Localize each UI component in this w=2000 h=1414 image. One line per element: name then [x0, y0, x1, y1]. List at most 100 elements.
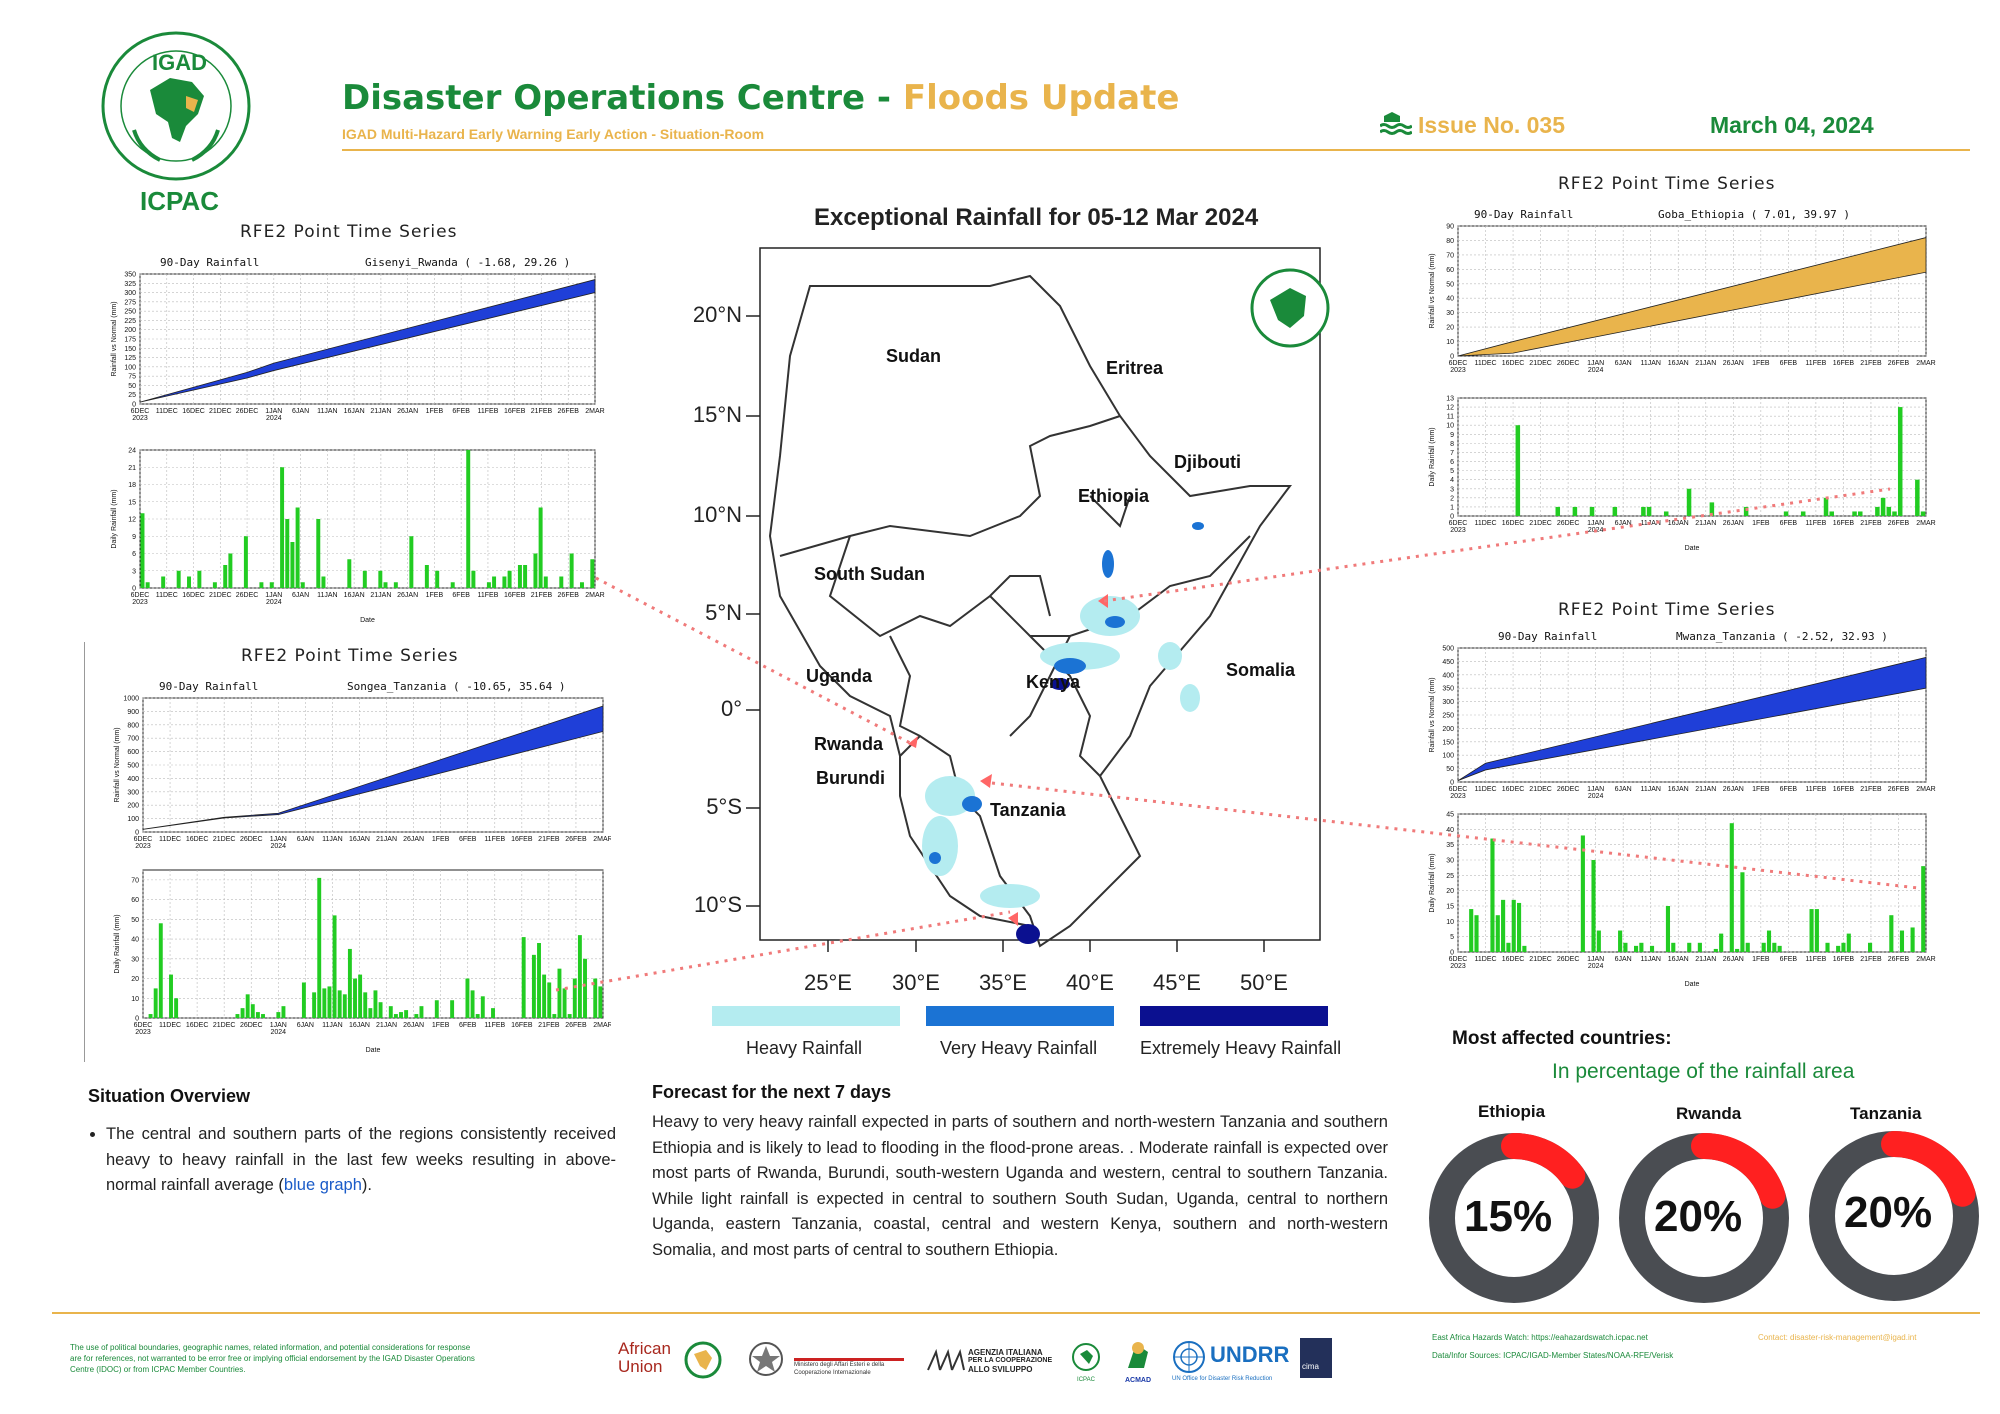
legend-veryheavy-swatch: [926, 1006, 1114, 1026]
x-tick-label: 11FEB: [477, 408, 498, 415]
daily-rain-bar: [1920, 511, 1926, 516]
flood-icon: [1379, 110, 1413, 141]
daily-rain-bar: [1490, 838, 1495, 952]
hazards-watch[interactable]: East Africa Hazards Watch: https://eahaz…: [1432, 1333, 1648, 1342]
y-tick-label: 90: [1446, 224, 1454, 231]
y-tick-label: 18: [128, 482, 136, 489]
y-tick-label: 1: [1450, 504, 1454, 511]
x-tick-label: 6FEB: [1780, 786, 1798, 793]
chart-sub-right: Gisenyi_Rwanda ( -1.68, 29.26 ): [365, 256, 571, 269]
x-tick-label: 11JAN: [1640, 786, 1661, 793]
map-lat-label: 5°N: [705, 600, 742, 625]
x-tick-label: 21DEC: [1529, 786, 1552, 793]
daily-rain-bar: [1522, 945, 1527, 952]
map-lat-label: 0°: [721, 696, 742, 721]
daily-rain-bar: [1823, 497, 1829, 516]
map-lon-label: 50°E: [1240, 970, 1288, 995]
country-label-tanzania: Tanzania: [1850, 1104, 1922, 1123]
daily-rain-bar: [569, 553, 574, 588]
year-label: 2024: [1588, 367, 1604, 374]
x-tick-label: 21DEC: [1529, 956, 1552, 963]
y-tick-label: 100: [124, 364, 136, 371]
chart-title: RFE2 Point Time Series: [1558, 600, 1776, 620]
daily-rain-bar: [409, 536, 414, 588]
data-sources: Data/Infor Sources: ICPAC/IGAD-Member St…: [1432, 1351, 1674, 1360]
contact-email[interactable]: Contact: disaster-risk-management@igad.i…: [1758, 1333, 1917, 1342]
x-tick-label: 6DEC: [1449, 956, 1468, 963]
y-tick-label: 200: [124, 327, 136, 334]
daily-rain-bar: [1858, 511, 1863, 516]
rainfall-vs-normal-area: [142, 705, 604, 830]
affected-subtitle: In percentage of the rainfall area: [1552, 1060, 1855, 1083]
chart-sub-left: 90-Day Rainfall: [159, 680, 259, 693]
x-tick-label: 26JAN: [397, 408, 418, 415]
daily-rain-bar: [538, 507, 543, 588]
daily-rain-bar: [1899, 930, 1905, 952]
y-tick-label: 450: [1442, 659, 1454, 666]
daily-rain-bar: [1910, 927, 1915, 952]
x-tick-label: 26DEC: [236, 592, 259, 599]
y-tick-label: 500: [1442, 646, 1454, 653]
x-tick-label: 11FEB: [477, 592, 498, 599]
x-tick-label: 26JAN: [397, 592, 418, 599]
daily-rain-bar: [1719, 933, 1724, 952]
rainfall-map: Exceptional Rainfall for 05-12 Mar 2024: [650, 196, 1380, 1058]
daily-rain-bar: [1474, 915, 1479, 952]
year-label: 2024: [1588, 793, 1604, 800]
daily-rain-bar: [280, 467, 285, 588]
situation-bullet: The central and southern parts of the re…: [84, 1122, 616, 1199]
x-tick-label: 6JAN: [292, 408, 309, 415]
daily-rain-bar: [1697, 942, 1702, 952]
y-axis-label: Daily Rainfall (mm): [1429, 427, 1436, 486]
donut-value-arc: [1619, 1133, 1789, 1303]
daily-rain-bar: [301, 982, 306, 1018]
x-axis-label: Date: [1685, 981, 1700, 988]
y-tick-label: 11: [1447, 414, 1454, 421]
x-tick-label: 26DEC: [1557, 520, 1580, 527]
daily-rain-bar: [378, 1002, 383, 1018]
x-tick-label: 1JAN: [1587, 520, 1604, 527]
blue-graph-link[interactable]: blue graph: [283, 1176, 362, 1194]
daily-rain-bar: [1555, 506, 1561, 516]
daily-rain-bar: [424, 565, 429, 588]
daily-rain-bar: [1572, 506, 1578, 516]
year-label: 2023: [1450, 963, 1466, 970]
donut-ethiopia: 15%: [1426, 1130, 1602, 1306]
legend-heavy-swatch: [712, 1006, 900, 1026]
daily-rain-bar: [1836, 945, 1841, 952]
x-tick-label: 6DEC: [1449, 360, 1468, 367]
daily-rain-bar: [419, 1006, 424, 1018]
gisenyi-area-chart: 0 25 50 75 100 125 150 175 200 225 250 275 300 325 350…: [111, 272, 605, 423]
x-tick-label: 11DEC: [156, 408, 178, 415]
x-tick-label: 21DEC: [1529, 520, 1552, 527]
year-label: 2023: [135, 1029, 151, 1036]
y-tick-label: 40: [1446, 296, 1454, 303]
y-tick-label: 3: [132, 568, 136, 575]
daily-rain-bar: [276, 1012, 281, 1018]
daily-rain-bar: [342, 994, 347, 1018]
daily-rain-bar: [1892, 511, 1897, 516]
y-tick-label: 70: [131, 877, 139, 884]
footer-divider: [52, 1312, 1980, 1314]
rainfall-vs-normal-area: [1457, 237, 1927, 357]
daily-rain-bar: [285, 519, 290, 588]
daily-rain-bar: [228, 553, 233, 588]
partner-italy-emblem: [748, 1340, 784, 1383]
y-tick-label: 250: [124, 309, 136, 316]
y-tick-label: 200: [127, 803, 139, 810]
daily-rain-bar: [1729, 823, 1734, 952]
x-tick-label: 2MAR: [1916, 360, 1935, 367]
y-tick-label: 80: [1446, 238, 1454, 245]
x-tick-label: 16JAN: [1668, 786, 1689, 793]
daily-rain-bar: [552, 1014, 557, 1018]
x-axis-label: Date: [1685, 545, 1700, 552]
x-tick-label: 26JAN: [403, 836, 424, 843]
rainfall-vs-normal-area: [1457, 656, 1927, 782]
daily-rain-bar: [1777, 945, 1782, 952]
y-tick-label: 40: [131, 937, 139, 944]
y-tick-label: 4: [1450, 477, 1454, 484]
x-tick-label: 26DEC: [236, 408, 259, 415]
x-tick-label: 16JAN: [349, 1022, 370, 1029]
daily-rain-bar: [140, 513, 145, 588]
map-country-label: Kenya: [1026, 672, 1081, 692]
